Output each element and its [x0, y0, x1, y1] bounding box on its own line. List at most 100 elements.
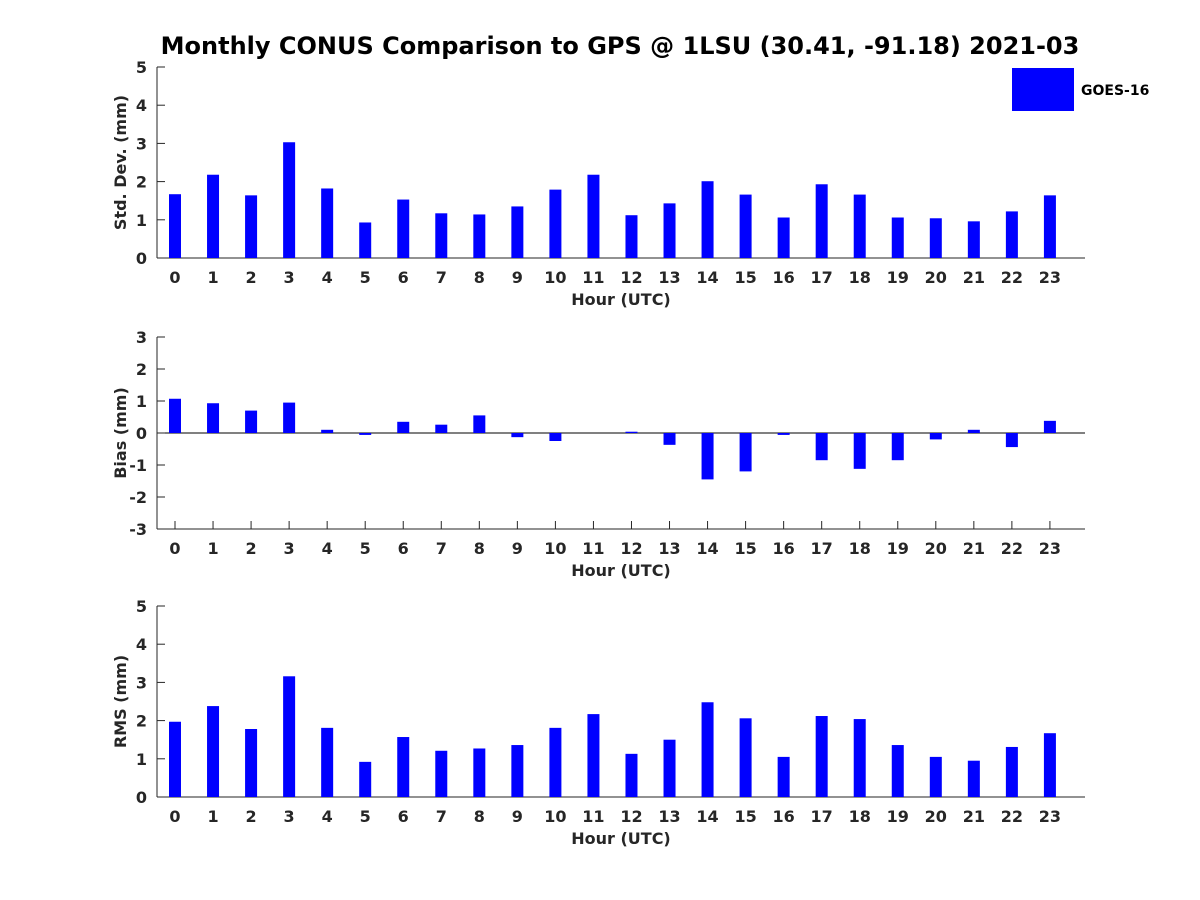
y-axis-label: Bias (mm) — [111, 387, 130, 479]
bar-hour-18 — [853, 433, 866, 469]
bar-hour-20 — [929, 433, 942, 440]
bar-hour-10 — [549, 727, 562, 797]
y-tick-label: -2 — [129, 488, 147, 507]
legend-swatch — [1012, 68, 1074, 111]
bar-hour-3 — [283, 142, 296, 258]
bar-hour-16 — [777, 433, 790, 435]
bar-hour-3 — [283, 402, 296, 433]
y-tick-label: 1 — [136, 392, 147, 411]
bar-hour-9 — [511, 206, 524, 258]
x-tick-label: 14 — [696, 268, 718, 287]
bar-hour-17 — [815, 184, 828, 258]
bar-hour-22 — [1005, 211, 1018, 258]
bar-hour-13 — [663, 739, 676, 797]
x-tick-label: 8 — [474, 539, 485, 558]
x-tick-label: 13 — [658, 268, 680, 287]
bar-hour-14 — [701, 702, 714, 797]
x-tick-label: 8 — [474, 268, 485, 287]
bar-hour-6 — [397, 199, 410, 258]
x-tick-label: 21 — [963, 807, 985, 826]
bar-hour-19 — [891, 433, 904, 461]
x-tick-label: 5 — [360, 539, 371, 558]
y-tick-label: -1 — [129, 456, 147, 475]
bar-hour-2 — [245, 195, 258, 258]
x-tick-label: 11 — [582, 807, 604, 826]
bar-hour-18 — [853, 194, 866, 258]
bar-hour-4 — [321, 429, 334, 433]
bar-hour-23 — [1043, 733, 1056, 797]
bar-hour-6 — [397, 737, 410, 797]
x-tick-label: 3 — [284, 807, 295, 826]
x-tick-label: 17 — [811, 807, 833, 826]
x-tick-label: 9 — [512, 807, 523, 826]
y-tick-label: 2 — [136, 360, 147, 379]
bar-hour-5 — [359, 761, 372, 797]
x-tick-label: 17 — [811, 539, 833, 558]
bar-hour-7 — [435, 213, 448, 258]
bar-hour-0 — [169, 398, 181, 433]
x-tick-label: 0 — [169, 268, 180, 287]
x-tick-label: 14 — [696, 539, 718, 558]
x-axis-label: Hour (UTC) — [571, 829, 671, 848]
bar-hour-21 — [967, 760, 980, 797]
x-tick-label: 0 — [169, 807, 180, 826]
x-tick-label: 6 — [398, 539, 409, 558]
x-tick-label: 20 — [925, 807, 947, 826]
x-tick-label: 10 — [544, 268, 566, 287]
x-tick-label: 1 — [207, 268, 218, 287]
bar-hour-1 — [207, 403, 220, 433]
bar-hour-22 — [1005, 746, 1018, 797]
bar-hour-2 — [245, 410, 258, 433]
x-tick-label: 8 — [474, 807, 485, 826]
y-tick-label: 2 — [136, 712, 147, 731]
x-tick-label: 14 — [696, 807, 718, 826]
y-tick-label: 3 — [136, 134, 147, 153]
bar-hour-5 — [359, 222, 372, 258]
x-tick-label: 11 — [582, 268, 604, 287]
bar-hour-12 — [625, 215, 638, 258]
y-tick-label: -3 — [129, 520, 147, 539]
bar-hour-17 — [815, 716, 828, 797]
bar-hour-14 — [701, 433, 714, 480]
x-tick-label: 7 — [436, 807, 447, 826]
y-tick-label: 1 — [136, 750, 147, 769]
x-tick-label: 22 — [1001, 807, 1023, 826]
bar-hour-14 — [701, 181, 714, 258]
bar-hour-18 — [853, 719, 866, 797]
x-tick-label: 9 — [512, 539, 523, 558]
bar-hour-2 — [245, 729, 258, 797]
y-tick-label: 4 — [136, 635, 147, 654]
legend: GOES-16 — [1012, 68, 1149, 111]
x-tick-label: 17 — [811, 268, 833, 287]
bar-hour-0 — [169, 194, 181, 258]
x-tick-label: 2 — [246, 268, 257, 287]
x-tick-label: 21 — [963, 268, 985, 287]
y-axis-label: Std. Dev. (mm) — [111, 95, 130, 230]
x-tick-label: 6 — [398, 807, 409, 826]
x-tick-label: 16 — [773, 268, 795, 287]
bar-hour-21 — [967, 221, 980, 258]
bar-hour-23 — [1043, 195, 1056, 258]
bar-hour-1 — [207, 706, 220, 797]
bar-hour-22 — [1005, 433, 1018, 448]
x-tick-label: 20 — [925, 268, 947, 287]
x-tick-label: 11 — [582, 539, 604, 558]
bar-hour-9 — [511, 745, 524, 797]
x-tick-label: 16 — [773, 539, 795, 558]
x-tick-label: 5 — [360, 268, 371, 287]
bar-hour-15 — [739, 433, 752, 472]
y-tick-label: 1 — [136, 211, 147, 230]
bar-hour-11 — [587, 714, 600, 797]
x-tick-label: 6 — [398, 268, 409, 287]
x-tick-label: 10 — [544, 807, 566, 826]
bar-hour-19 — [891, 217, 904, 258]
x-tick-label: 19 — [887, 539, 909, 558]
x-tick-label: 13 — [658, 539, 680, 558]
x-tick-label: 15 — [734, 268, 756, 287]
x-tick-label: 23 — [1039, 539, 1061, 558]
y-tick-label: 0 — [136, 424, 147, 443]
bar-hour-13 — [663, 433, 676, 445]
x-tick-label: 19 — [887, 807, 909, 826]
